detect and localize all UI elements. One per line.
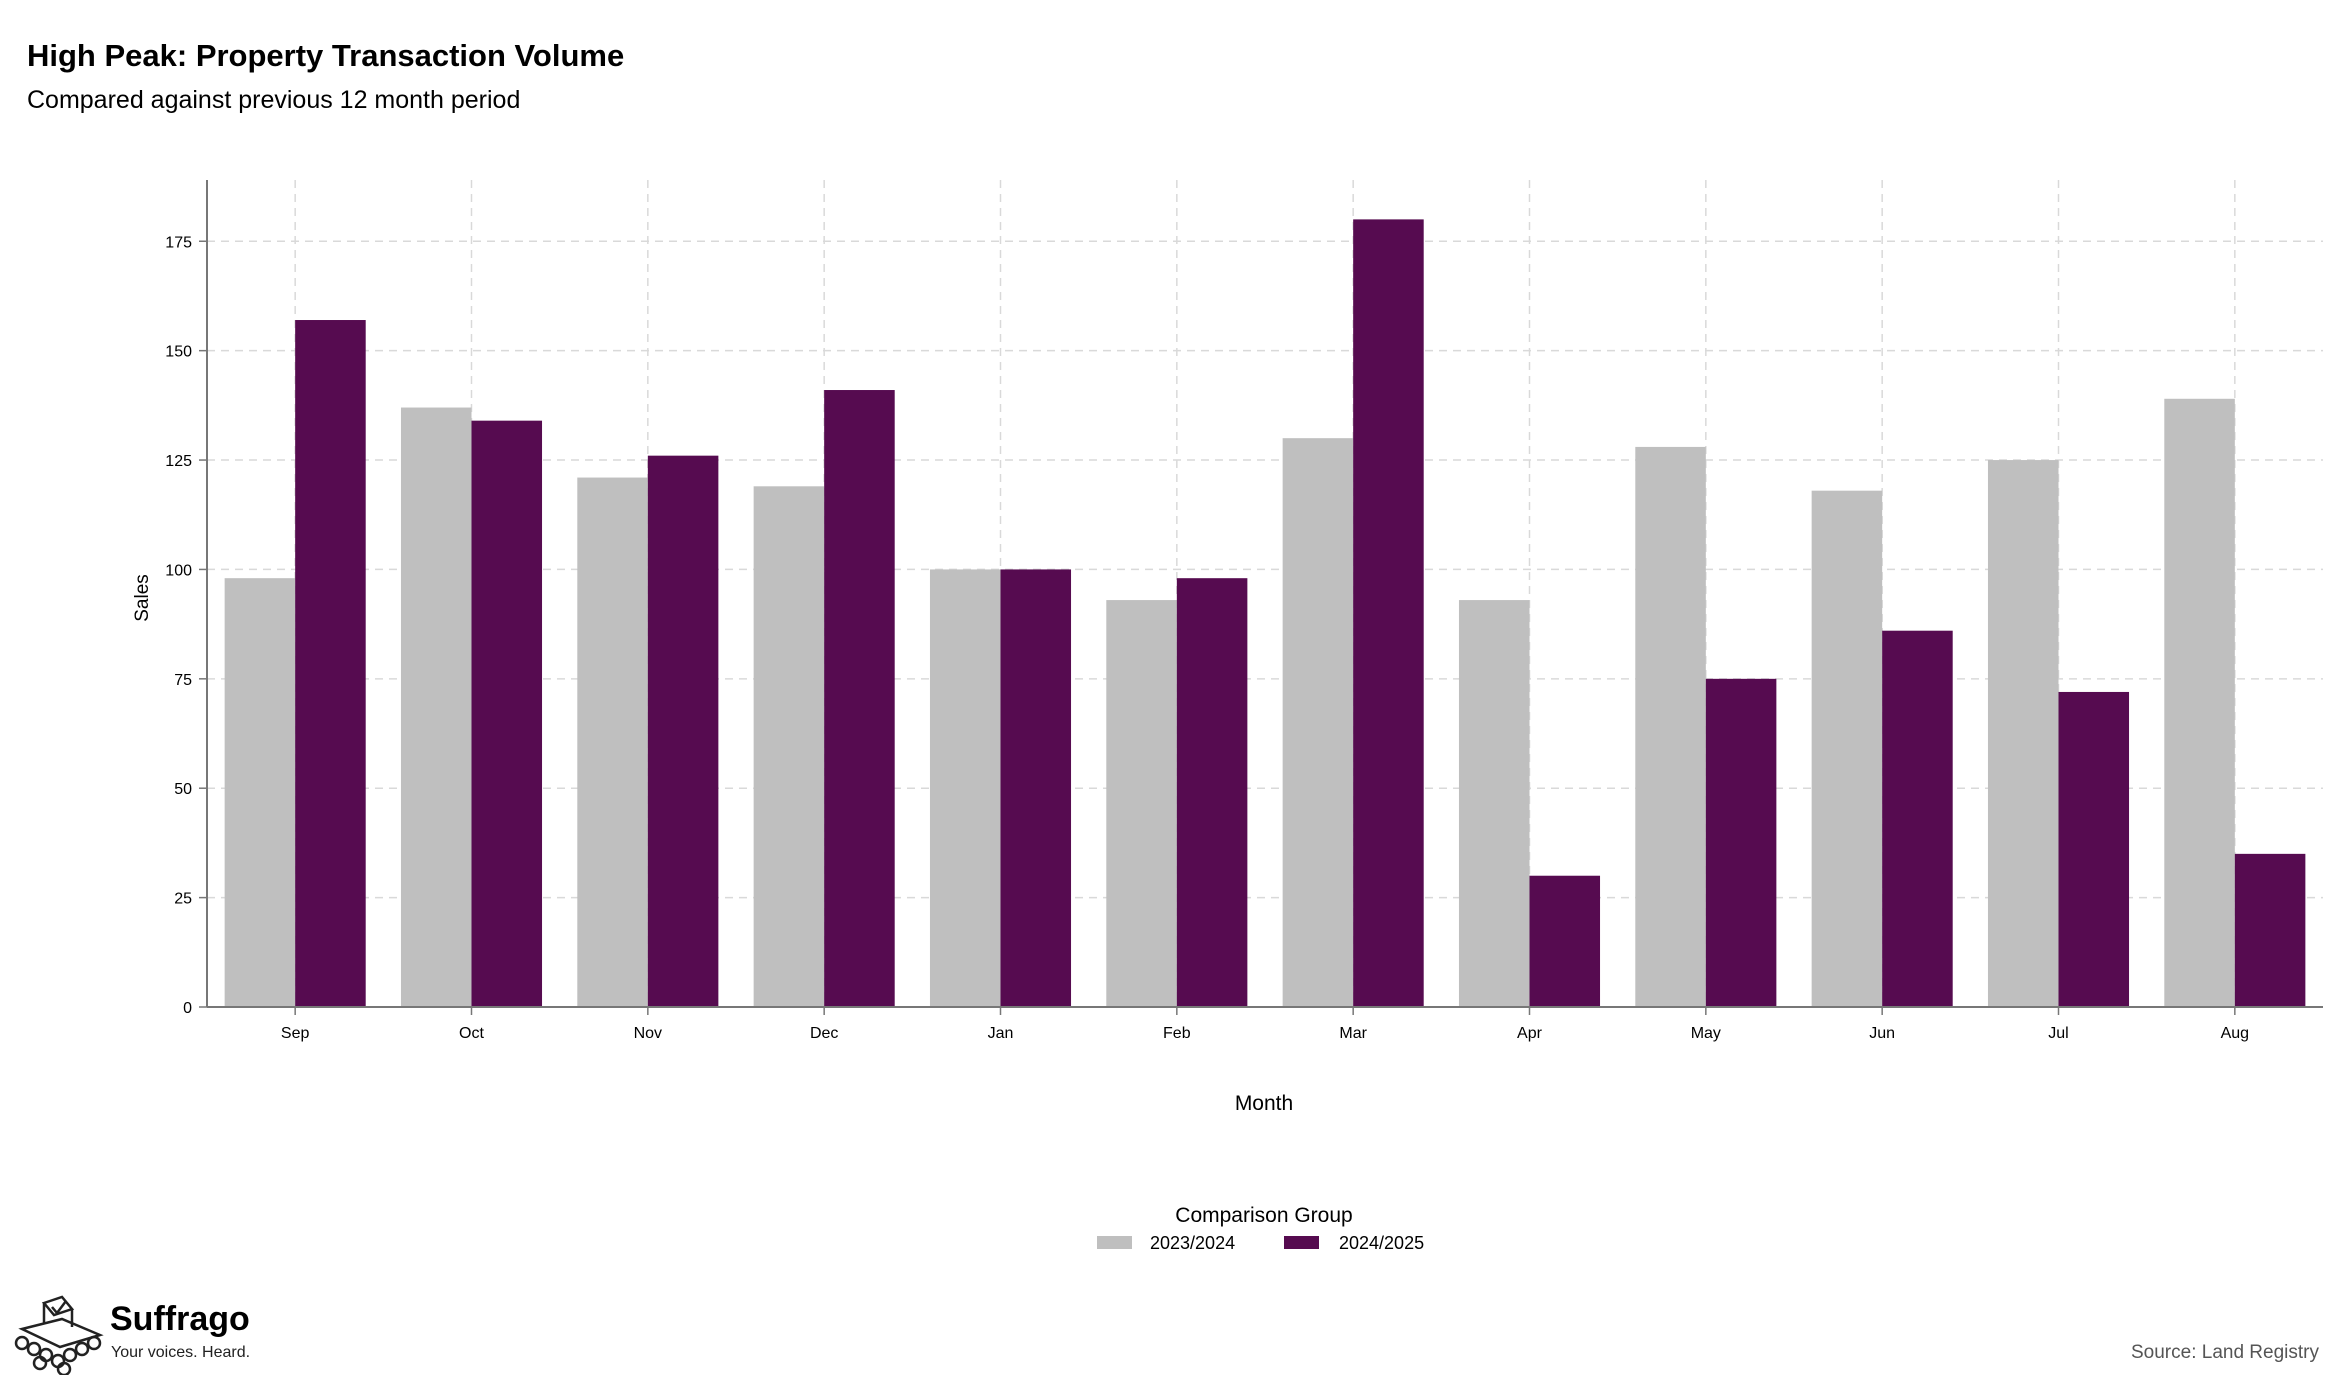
x-axis-label: Month (1235, 1092, 1293, 1115)
x-tick-label: May (1691, 1025, 1721, 1042)
y-axis-label: Sales (132, 574, 153, 622)
bar-2024-2025-jul (2058, 691, 2130, 1007)
chart-subtitle: Compared against previous 12 month perio… (27, 86, 521, 114)
bar-2024-2025-may (1705, 678, 1777, 1007)
y-tick-label: 100 (165, 562, 192, 579)
bar-2023-2024-apr (1458, 600, 1530, 1007)
bar-2023-2024-aug (2164, 398, 2235, 1007)
bar-2023-2024-may (1635, 446, 1706, 1007)
bar-2024-2025-jan (1000, 569, 1072, 1007)
legend-swatch-2023 (1097, 1236, 1132, 1249)
x-tick-label: Dec (810, 1025, 838, 1042)
bar-2023-2024-dec (753, 486, 825, 1008)
y-tick-label: 0 (183, 1000, 192, 1017)
bars (224, 219, 2306, 1008)
x-tick-label: Apr (1517, 1025, 1543, 1042)
bar-2023-2024-nov (577, 477, 648, 1007)
bar-2023-2024-mar (1282, 438, 1354, 1007)
legend: Comparison Group 2023/2024 2024/2025 (1097, 1204, 1424, 1253)
bar-2024-2025-nov (647, 455, 719, 1008)
bar-2023-2024-sep (224, 578, 296, 1007)
y-tick-label: 75 (174, 672, 192, 689)
bar-2023-2024-jan (929, 569, 1001, 1007)
brand-tagline: Your voices. Heard. (111, 1344, 251, 1361)
bar-2024-2025-aug (2234, 853, 2306, 1007)
x-tick-label: Jun (1869, 1025, 1895, 1042)
y-tick-label: 25 (174, 891, 192, 908)
legend-label-2024: 2024/2025 (1339, 1233, 1424, 1253)
bar-2024-2025-dec (824, 390, 895, 1007)
bar-2024-2025-sep (295, 320, 366, 1007)
legend-label-2023: 2023/2024 (1150, 1233, 1235, 1253)
x-tick-label: Jul (2048, 1025, 2068, 1042)
legend-title: Comparison Group (1175, 1204, 1352, 1227)
chart-title: High Peak: Property Transaction Volume (27, 38, 625, 73)
y-tick-label: 125 (165, 453, 192, 470)
x-tick-label: Mar (1339, 1025, 1367, 1042)
bar-2024-2025-oct (471, 420, 543, 1007)
brand-name: Suffrago (110, 1300, 250, 1338)
x-tick-label: Nov (634, 1025, 662, 1042)
bar-2023-2024-jul (1987, 460, 2059, 1007)
bar-2024-2025-mar (1353, 219, 1424, 1007)
bar-2024-2025-feb (1176, 578, 1248, 1007)
bar-2023-2024-jun (1811, 490, 1883, 1007)
bar-2024-2025-jun (1882, 630, 1953, 1007)
x-tick-label: Aug (2221, 1025, 2249, 1042)
x-tick-label: Jan (988, 1025, 1014, 1042)
y-tick-label: 150 (165, 344, 192, 361)
y-tick-label: 50 (174, 781, 192, 798)
axes: 0 25 50 75 100 125 150 175 Sep Oct Nov Dec Jan Feb Mar… (165, 180, 2323, 1042)
ballot-box-logo-icon (14, 1295, 104, 1375)
bar-2023-2024-feb (1106, 600, 1177, 1007)
bar-2024-2025-apr (1529, 875, 1601, 1007)
y-tick-label: 175 (165, 234, 192, 251)
source-note: Source: Land Registry (2131, 1342, 2319, 1363)
bar-2023-2024-oct (400, 407, 472, 1007)
x-tick-label: Feb (1163, 1025, 1191, 1042)
x-tick-label: Oct (459, 1025, 484, 1042)
x-tick-label: Sep (281, 1025, 310, 1042)
legend-swatch-2024 (1284, 1236, 1319, 1249)
